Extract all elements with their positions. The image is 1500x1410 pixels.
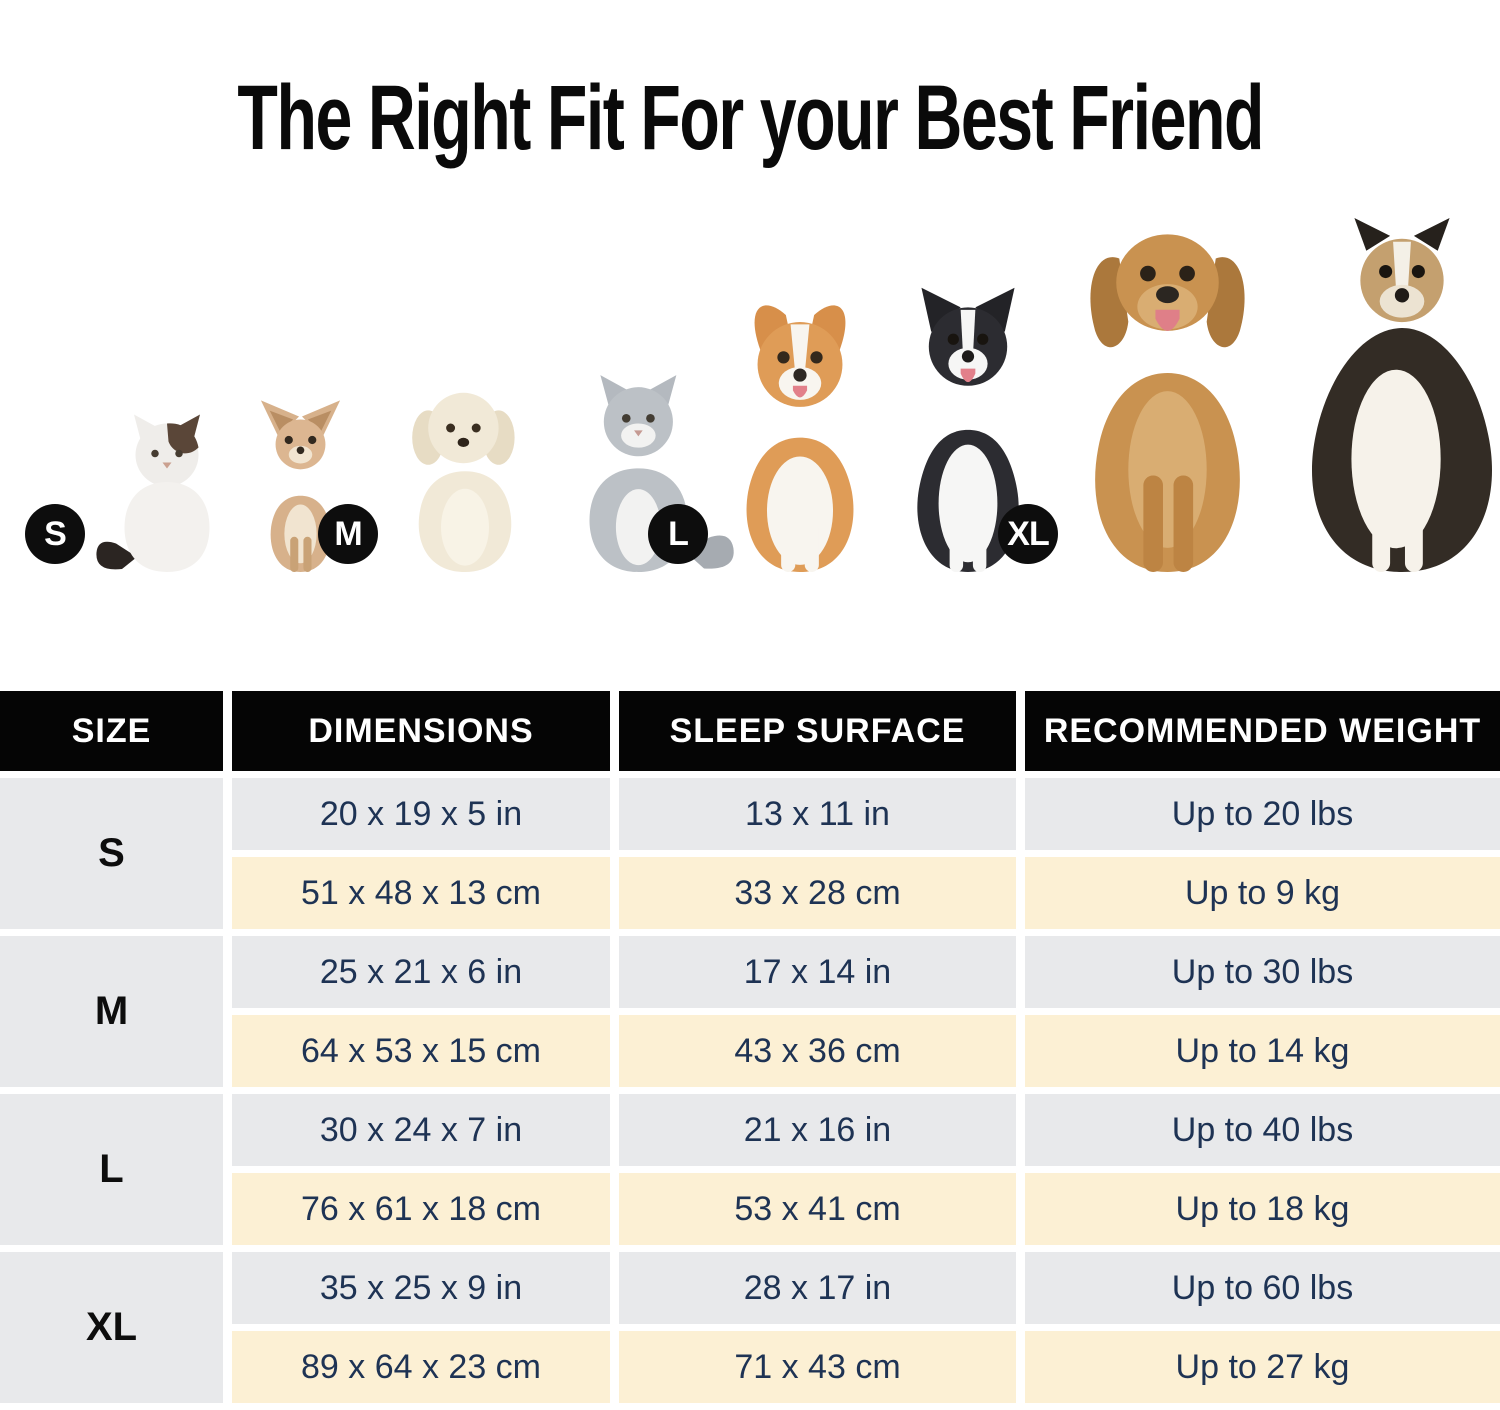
cell-xl-dimensions-in: 35 x 25 x 9 in	[232, 1252, 610, 1324]
table-row-l-inches: L 30 x 24 x 7 in 21 x 16 in Up to 40 lbs	[0, 1094, 1500, 1245]
cell-xl-sleep-cm: 71 x 43 cm	[619, 1331, 1016, 1403]
cell-s-weight-kg: Up to 9 kg	[1025, 857, 1500, 929]
table-row-xl-cm: 89 x 64 x 23 cm 71 x 43 cm Up to 27 kg	[0, 1331, 1500, 1403]
cell-s-weight-lbs: Up to 20 lbs	[1025, 778, 1500, 850]
table-row-xl-inches: XL 35 x 25 x 9 in 28 x 17 in Up to 60 lb…	[0, 1252, 1500, 1403]
size-badge-m: M	[318, 504, 378, 564]
white-cat-icon	[96, 414, 210, 572]
cell-s-sleep-in: 13 x 11 in	[619, 778, 1016, 850]
table-header-row: SIZE DIMENSIONS SLEEP SURFACE RECOMMENDE…	[0, 691, 1500, 771]
cell-l-weight-kg: Up to 18 kg	[1025, 1173, 1500, 1245]
size-cell-m: M	[0, 936, 223, 1087]
cell-m-weight-lbs: Up to 30 lbs	[1025, 936, 1500, 1008]
size-cell-l: L	[0, 1094, 223, 1245]
pet-size-group-l: L	[648, 278, 1044, 572]
size-chart-table: SIZE DIMENSIONS SLEEP SURFACE RECOMMENDE…	[0, 684, 1500, 1410]
cell-l-dimensions-in: 30 x 24 x 7 in	[232, 1094, 610, 1166]
cell-m-sleep-cm: 43 x 36 cm	[619, 1015, 1016, 1087]
cell-s-dimensions-cm: 51 x 48 x 13 cm	[232, 857, 610, 929]
cell-s-sleep-cm: 33 x 28 cm	[619, 857, 1016, 929]
cell-m-weight-kg: Up to 14 kg	[1025, 1015, 1500, 1087]
cell-xl-sleep-in: 28 x 17 in	[619, 1252, 1016, 1324]
title-bar: The Right Fit For your Best Friend	[0, 0, 1500, 184]
pet-size-group-s: S	[25, 396, 352, 572]
cell-xl-weight-lbs: Up to 60 lbs	[1025, 1252, 1500, 1324]
col-header-recommended-weight: RECOMMENDED WEIGHT	[1025, 691, 1500, 771]
chihuahua-icon	[260, 400, 341, 572]
cell-m-sleep-in: 17 x 14 in	[619, 936, 1016, 1008]
table-row-l-cm: 76 x 61 x 18 cm 53 x 41 cm Up to 18 kg	[0, 1173, 1500, 1245]
rough-collie-icon	[1311, 217, 1493, 572]
cell-l-dimensions-cm: 76 x 61 x 18 cm	[232, 1173, 610, 1245]
cell-xl-dimensions-cm: 89 x 64 x 23 cm	[232, 1331, 610, 1403]
table-row-m-inches: M 25 x 21 x 6 in 17 x 14 in Up to 30 lbs	[0, 936, 1500, 1087]
col-header-sleep-surface: SLEEP SURFACE	[619, 691, 1016, 771]
size-badge-l: L	[648, 504, 708, 564]
size-badge-xl: XL	[998, 504, 1058, 564]
cell-l-sleep-in: 21 x 16 in	[619, 1094, 1016, 1166]
col-header-dimensions: DIMENSIONS	[232, 691, 610, 771]
pet-size-group-xl: XL	[998, 210, 1500, 572]
golden-retriever-icon	[1090, 234, 1245, 572]
size-cell-s: S	[0, 778, 223, 929]
col-header-size: SIZE	[0, 691, 223, 771]
cell-m-dimensions-cm: 64 x 53 x 15 cm	[232, 1015, 610, 1087]
cell-l-weight-lbs: Up to 40 lbs	[1025, 1094, 1500, 1166]
size-badge-s: S	[25, 504, 85, 564]
cell-xl-weight-kg: Up to 27 kg	[1025, 1331, 1500, 1403]
cell-m-dimensions-in: 25 x 21 x 6 in	[232, 936, 610, 1008]
pet-size-illustrations: S M	[0, 184, 1500, 684]
corgi-icon	[746, 305, 854, 572]
size-cell-xl: XL	[0, 1252, 223, 1403]
table-row-s-inches: S 20 x 19 x 5 in 13 x 11 in Up to 20 lbs	[0, 778, 1500, 929]
cell-l-sleep-cm: 53 x 41 cm	[619, 1173, 1016, 1245]
maltese-dog-icon	[412, 392, 515, 572]
cell-s-dimensions-in: 20 x 19 x 5 in	[232, 778, 610, 850]
border-collie-icon	[917, 287, 1019, 572]
table-row-s-cm: 51 x 48 x 13 cm 33 x 28 cm Up to 9 kg	[0, 857, 1500, 929]
page-title: The Right Fit For your Best Friend	[237, 66, 1264, 169]
table-row-m-cm: 64 x 53 x 15 cm 43 x 36 cm Up to 14 kg	[0, 1015, 1500, 1087]
